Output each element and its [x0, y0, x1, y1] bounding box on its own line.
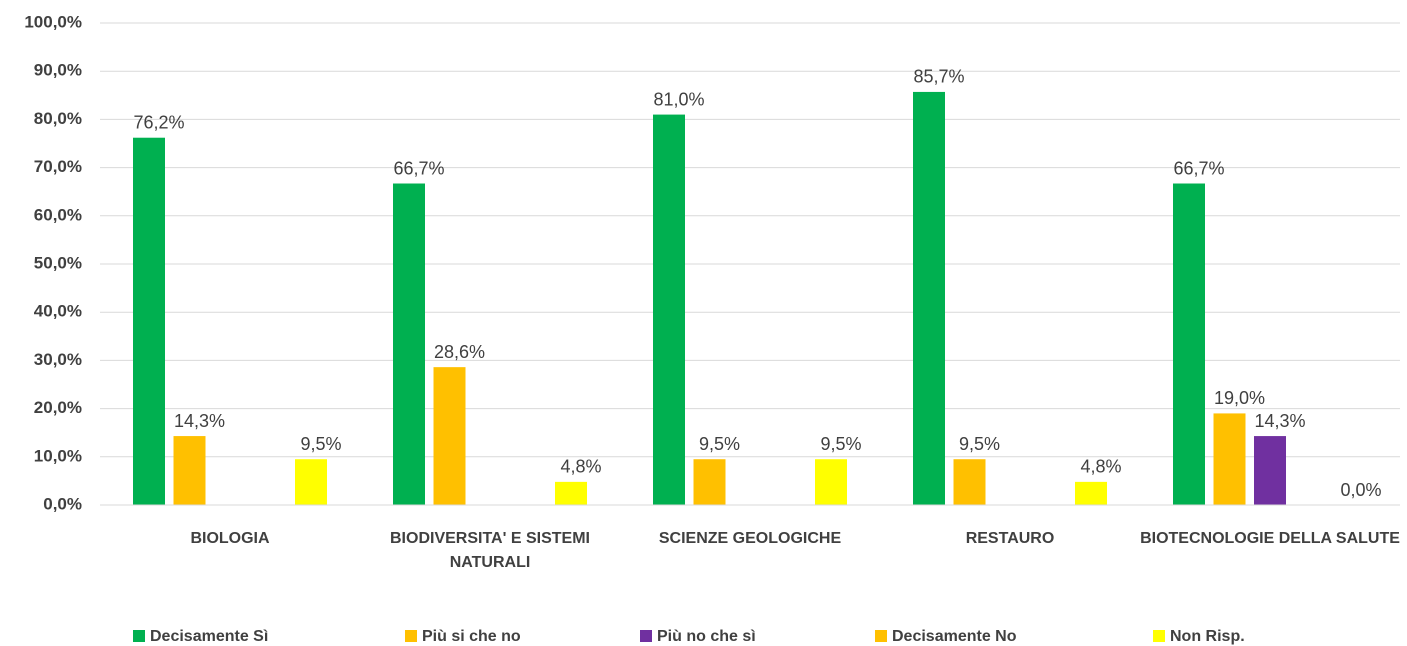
bar [133, 137, 165, 505]
bar [1213, 413, 1246, 505]
y-tick-label: 70,0% [34, 157, 82, 176]
data-label: 66,7% [1173, 158, 1224, 178]
y-tick-label: 90,0% [34, 61, 82, 80]
bar [433, 367, 466, 505]
y-tick-label: 20,0% [34, 398, 82, 417]
data-label: 9,5% [699, 434, 740, 454]
x-tick-label: BIODIVERSITA' E SISTEMI NATURALI [390, 530, 590, 571]
data-label: 4,8% [1080, 457, 1121, 477]
y-tick-label: 40,0% [34, 302, 82, 321]
legend-label: Più si che no [422, 628, 521, 645]
legend-swatch [405, 630, 417, 642]
legend-label: Più no che sì [657, 628, 756, 645]
y-tick-label: 30,0% [34, 350, 82, 369]
data-label: 0,0% [1340, 480, 1381, 500]
data-label: 14,3% [1254, 411, 1305, 431]
x-tick-label: SCIENZE GEOLOGICHE [658, 530, 842, 547]
legend-label: Decisamente No [892, 628, 1017, 645]
data-label: 14,3% [174, 411, 225, 431]
legend-swatch [875, 630, 887, 642]
x-tick-label: BIOTECNOLOGIE DELLA SALUTE [1140, 530, 1400, 547]
y-tick-label: 100,0% [24, 12, 82, 31]
bar [393, 183, 425, 506]
data-label: 28,6% [434, 342, 485, 362]
data-label: 9,5% [300, 434, 341, 454]
bar [953, 459, 986, 505]
bar [295, 459, 327, 505]
legend-label: Non Risp. [1170, 628, 1245, 645]
y-tick-label: 0,0% [43, 494, 82, 513]
y-tick-label: 60,0% [34, 205, 82, 224]
bar [1173, 183, 1205, 506]
data-label: 4,8% [560, 457, 601, 477]
legend-swatch [133, 630, 145, 642]
data-label: 76,2% [133, 112, 184, 132]
y-tick-label: 10,0% [34, 446, 82, 465]
y-tick-label: 50,0% [34, 253, 82, 272]
bar [693, 459, 726, 505]
y-tick-label: 80,0% [34, 109, 82, 128]
bar [815, 459, 847, 505]
bar [173, 436, 206, 505]
data-label: 19,0% [1214, 388, 1265, 408]
data-label: 85,7% [913, 67, 964, 87]
data-label: 9,5% [820, 434, 861, 454]
bar [1075, 481, 1107, 505]
legend-swatch [640, 630, 652, 642]
bar [1254, 436, 1286, 505]
x-tick-label: RESTAURO [965, 530, 1055, 547]
bar [555, 481, 587, 505]
data-label: 9,5% [959, 434, 1000, 454]
bar [913, 91, 945, 506]
x-tick-label: BIOLOGIA [190, 530, 270, 547]
legend-label: Decisamente Sì [150, 628, 268, 645]
legend-swatch [1153, 630, 1165, 642]
bar [653, 114, 685, 505]
data-label: 66,7% [393, 158, 444, 178]
data-label: 81,0% [653, 89, 704, 109]
